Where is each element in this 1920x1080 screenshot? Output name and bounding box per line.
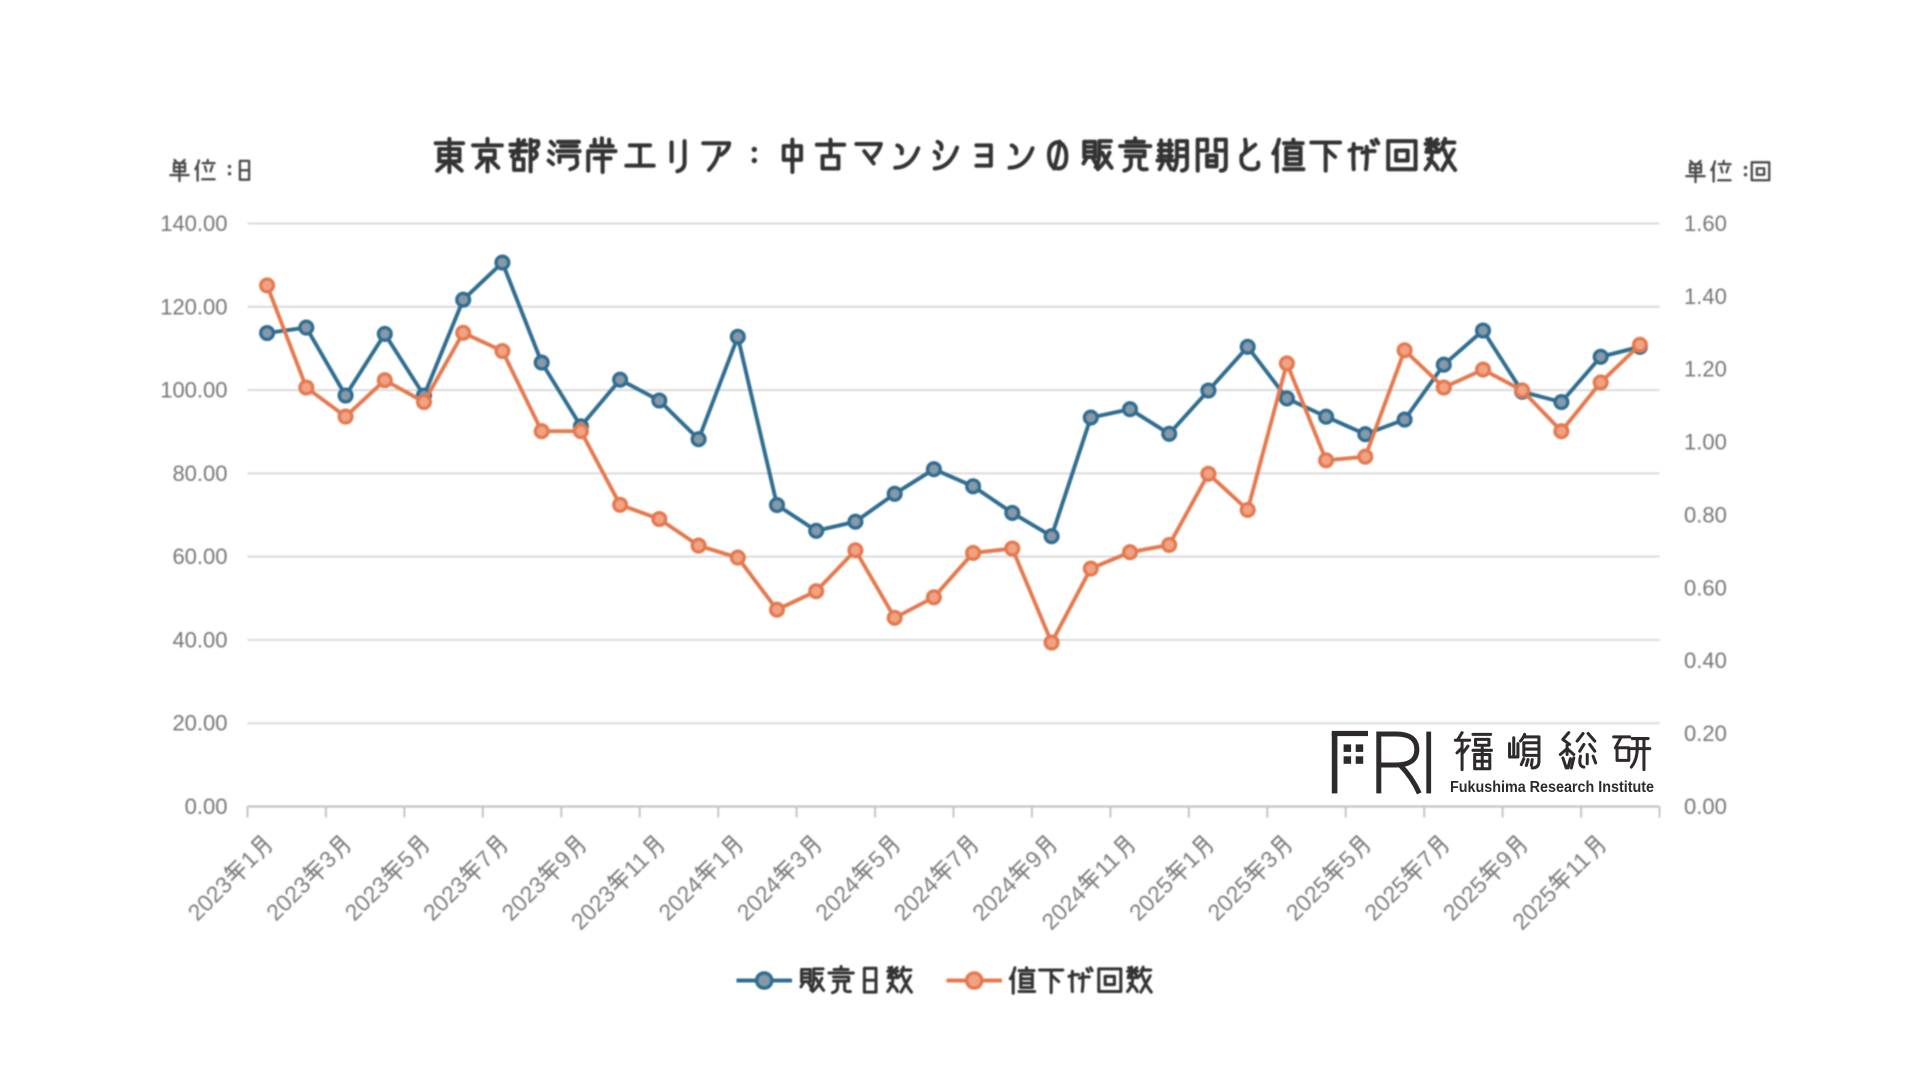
svg-text:0.60: 0.60	[1684, 575, 1727, 600]
svg-text:60.00: 60.00	[172, 544, 227, 569]
svg-text:40.00: 40.00	[172, 627, 227, 652]
svg-text:20.00: 20.00	[172, 711, 227, 736]
svg-text:1.60: 1.60	[1684, 211, 1727, 236]
svg-text:1.20: 1.20	[1684, 357, 1727, 382]
svg-text:0.00: 0.00	[1684, 794, 1727, 819]
svg-text:80.00: 80.00	[172, 461, 227, 486]
svg-text:0.40: 0.40	[1684, 648, 1727, 673]
svg-text:0.20: 0.20	[1684, 721, 1727, 746]
svg-text:140.00: 140.00	[160, 211, 227, 236]
svg-text:100.00: 100.00	[160, 378, 227, 403]
svg-text:1.00: 1.00	[1684, 430, 1727, 455]
svg-text:120.00: 120.00	[160, 294, 227, 319]
svg-text:0.00: 0.00	[185, 794, 228, 819]
svg-text:1.40: 1.40	[1684, 284, 1727, 309]
svg-text:0.80: 0.80	[1684, 503, 1727, 528]
svg-text:Fukushima Research Institute: Fukushima Research Institute	[1450, 779, 1654, 796]
